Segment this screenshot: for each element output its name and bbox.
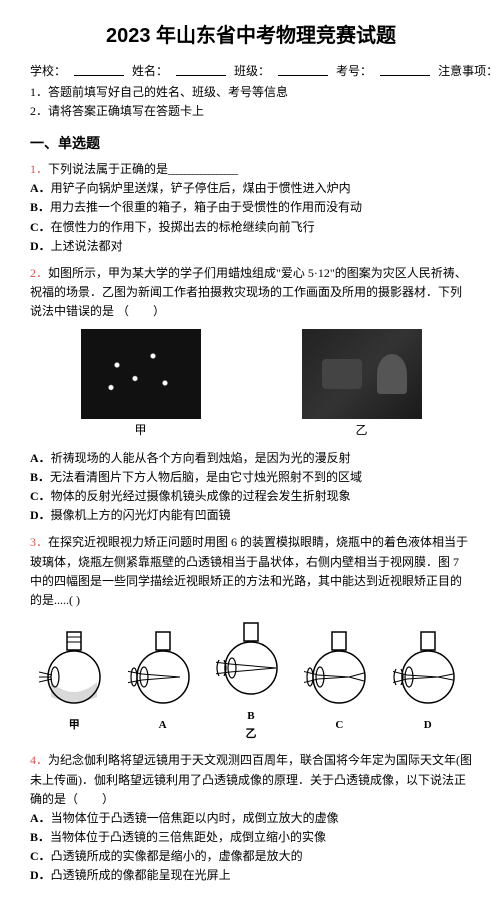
notice-label: 注意事项： bbox=[438, 62, 498, 81]
question-1: 1．下列说法属于正确的是_________________ A．用铲子向锅炉里送… bbox=[30, 160, 472, 256]
q2-figures: 甲 乙 bbox=[30, 329, 472, 440]
q2-fig2 bbox=[302, 329, 422, 419]
q2-optD: 摄像机上方的闪光灯内能有凹面镜 bbox=[51, 508, 231, 522]
school-blank bbox=[74, 62, 124, 76]
instructions: 1．答题前填写好自己的姓名、班级、考号等信息 2．请将答案正确填写在答题卡上 bbox=[30, 83, 472, 121]
examno-label: 考号： bbox=[336, 62, 372, 81]
q2-optB-label: B． bbox=[30, 470, 50, 484]
examno-blank bbox=[380, 62, 430, 76]
q2-fig2-label: 乙 bbox=[302, 421, 422, 440]
header-fields: 学校： 姓名： 班级： 考号： 注意事项： bbox=[30, 62, 472, 81]
q3-number: 3． bbox=[30, 535, 48, 549]
q4-optD-label: D． bbox=[30, 868, 51, 882]
q1-optA: 用铲子向锅炉里送煤，铲子停住后，煤由于惯性进入炉内 bbox=[51, 181, 351, 195]
q4-optC-label: C． bbox=[30, 849, 51, 863]
q3-fig-B: B 乙 bbox=[216, 618, 286, 743]
q1-optB-label: B． bbox=[30, 200, 50, 214]
q2-optA: 祈祷现场的人能从各个方向看到烛焰，是因为光的漫反射 bbox=[51, 451, 351, 465]
q2-paren: （ ） bbox=[117, 304, 165, 318]
q3-fig-A: A bbox=[128, 627, 198, 735]
q4-optA-label: A． bbox=[30, 811, 51, 825]
q4-optB: 当物体位于凸透镜的三倍焦距处，成倒立缩小的实像 bbox=[50, 830, 326, 844]
q1-stem: 下列说法属于正确的是 bbox=[48, 162, 168, 176]
q2-optC: 物体的反射光经过摄像机镜头成像的过程会发生折射现象 bbox=[51, 489, 351, 503]
instruction-1: 1．答题前填写好自己的姓名、班级、考号等信息 bbox=[30, 83, 472, 102]
flask-icon bbox=[393, 627, 463, 717]
q3-stem: 在探究近视眼视力矫正问题时用图 6 的装置模拟眼睛，烧瓶中的着色液体相当于玻璃体… bbox=[30, 535, 468, 607]
q4-optA: 当物体位于凸透镜一倍焦距以内时，成倒立放大的虚像 bbox=[51, 811, 339, 825]
class-label: 班级： bbox=[234, 62, 270, 81]
question-2: 2．如图所示，甲为某大学的学子们用蜡烛组成"爱心 5·12"的图案为灾区人民祈祷… bbox=[30, 264, 472, 526]
q1-optC-label: C． bbox=[30, 220, 51, 234]
q3-fig-left-label: 甲 bbox=[69, 717, 80, 735]
name-label: 姓名： bbox=[132, 62, 168, 81]
flask-icon bbox=[216, 618, 286, 708]
class-blank bbox=[278, 62, 328, 76]
q3-fig-C: C bbox=[304, 627, 374, 735]
q3-optD-label: D bbox=[424, 717, 432, 735]
q2-optC-label: C． bbox=[30, 489, 51, 503]
doc-title: 2023 年山东省中考物理竞赛试题 bbox=[30, 20, 472, 52]
q2-fig1-label: 甲 bbox=[81, 421, 201, 440]
flask-icon bbox=[128, 627, 198, 717]
q3-figures: 甲 A bbox=[30, 618, 472, 743]
q1-optB: 用力去推一个很重的箱子，箱子由于受惯性的作用而没有动 bbox=[50, 200, 362, 214]
q3-optB-label: B bbox=[247, 708, 254, 726]
q4-number: 4． bbox=[30, 753, 48, 767]
q1-optD: 上述说法都对 bbox=[51, 239, 123, 253]
q4-optD: 凸透镜所成的像都能呈现在光屏上 bbox=[51, 868, 231, 882]
q1-optA-label: A． bbox=[30, 181, 51, 195]
q2-optA-label: A． bbox=[30, 451, 51, 465]
q1-optC: 在惯性力的作用下，投掷出去的标枪继续向前飞行 bbox=[51, 220, 315, 234]
q2-stem: 如图所示，甲为某大学的学子们用蜡烛组成"爱心 5·12"的图案为灾区人民祈祷、祝… bbox=[30, 266, 467, 318]
q2-fig1-wrap: 甲 bbox=[81, 329, 201, 440]
q2-fig1 bbox=[81, 329, 201, 419]
q1-number: 1． bbox=[30, 162, 48, 176]
instruction-2: 2．请将答案正确填写在答题卡上 bbox=[30, 102, 472, 121]
q4-optC: 凸透镜所成的实像都是缩小的，虚像都是放大的 bbox=[51, 849, 303, 863]
q3-fig-right-label: 乙 bbox=[245, 726, 256, 744]
question-4: 4．为纪念伽利略将望远镜用于天文观测四百周年，联合国将今年定为国际天文年(图未上… bbox=[30, 751, 472, 885]
name-blank bbox=[176, 62, 226, 76]
question-3: 3．在探究近视眼视力矫正问题时用图 6 的装置模拟眼睛，烧瓶中的着色液体相当于玻… bbox=[30, 533, 472, 743]
q3-optC-label: C bbox=[335, 717, 343, 735]
q1-optD-label: D． bbox=[30, 239, 51, 253]
section-1-title: 一、单选题 bbox=[30, 134, 472, 156]
q2-optB: 无法看清图片下方人物后脑，是由它寸烛光照射不到的区域 bbox=[50, 470, 362, 484]
school-label: 学校： bbox=[30, 62, 66, 81]
flask-icon bbox=[304, 627, 374, 717]
flask-icon bbox=[39, 627, 109, 717]
q1-blanks: _________________ bbox=[168, 162, 236, 176]
q2-number: 2． bbox=[30, 266, 48, 280]
q3-fig-D: D bbox=[393, 627, 463, 735]
q2-fig2-wrap: 乙 bbox=[302, 329, 422, 440]
q4-optB-label: B． bbox=[30, 830, 50, 844]
q3-optA-label: A bbox=[159, 717, 167, 735]
q3-fig-left: 甲 bbox=[39, 627, 109, 735]
q4-stem: 为纪念伽利略将望远镜用于天文观测四百周年，联合国将今年定为国际天文年(图未上传画… bbox=[30, 753, 472, 805]
q2-optD-label: D． bbox=[30, 508, 51, 522]
